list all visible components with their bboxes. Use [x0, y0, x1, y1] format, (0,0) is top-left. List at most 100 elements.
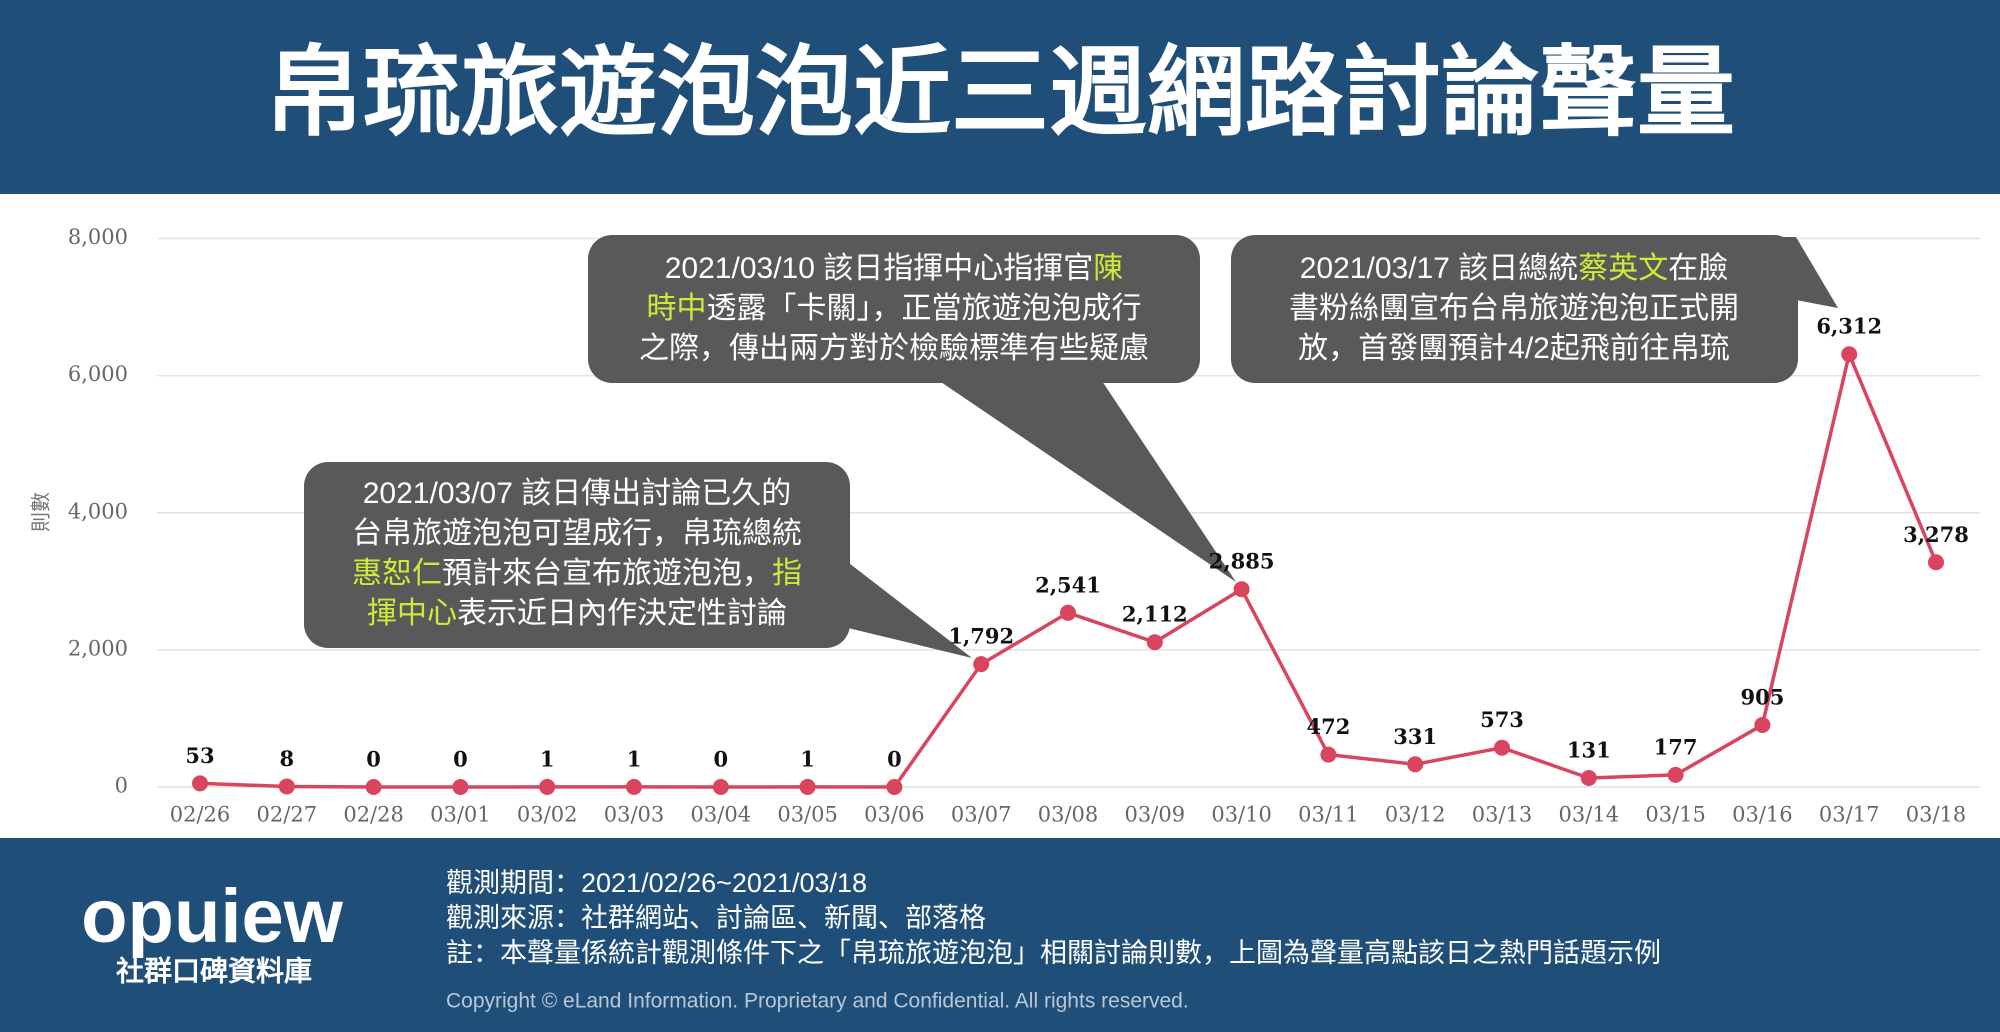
y-tick-label: 4,000: [68, 499, 128, 523]
x-tick-label: 03/18: [1906, 803, 1967, 827]
data-label: 0: [453, 747, 468, 772]
point: [539, 778, 556, 795]
data-label: 472: [1306, 714, 1350, 739]
data-label: 1: [627, 746, 642, 771]
data-label: 331: [1393, 724, 1437, 749]
footer-bg: [0, 838, 2000, 1032]
callout-segment: 惠恕仁: [352, 557, 442, 590]
point: [1928, 554, 1944, 571]
x-tick-label: 02/26: [170, 803, 231, 827]
point: [1233, 581, 1250, 598]
x-tick-label: 03/16: [1732, 803, 1793, 827]
callout-text: 放，首發團預計4/2起飛前往帛琉: [1298, 332, 1730, 365]
header-bg: [0, 0, 2000, 194]
x-tick-label: 03/05: [777, 803, 838, 827]
y-tick-label: 8,000: [68, 225, 128, 249]
title: 帛琉旅遊泡泡近三週網路討論聲量: [265, 37, 1735, 147]
callout-tail: [935, 378, 1236, 582]
y-tick-label: 6,000: [68, 362, 128, 386]
footer-note: 註：本聲量係統計觀測條件下之「帛琉旅遊泡泡」相關討論則數，上圖為聲量高點該日之熱…: [446, 938, 1661, 968]
callout-text: 台帛旅遊泡泡可望成行，帛琉總統: [352, 517, 802, 550]
data-label: 2,885: [1209, 549, 1275, 574]
x-tick-label: 03/04: [691, 803, 752, 827]
x-tick-label: 03/02: [517, 803, 578, 827]
data-label: 0: [713, 747, 728, 772]
x-tick-label: 03/11: [1298, 803, 1359, 827]
callout-segment: 指: [772, 557, 802, 590]
x-tick-label: 03/14: [1559, 803, 1620, 827]
data-label: 573: [1480, 707, 1524, 732]
point: [1060, 604, 1076, 621]
y-axis-label: 則數: [29, 492, 52, 532]
callout-text: 書粉絲團宣布台帛旅遊泡泡正式開: [1289, 292, 1739, 325]
point: [1580, 770, 1597, 787]
callouts: 2021/03/10 該日指揮中心指揮官陳時中透露「卡關」，正當旅遊泡泡成行之際…: [304, 235, 1838, 658]
callout-segment: 時中: [647, 292, 707, 325]
point: [973, 656, 990, 673]
callout-text: 揮中心表示近日內作決定性討論: [367, 597, 787, 630]
point: [278, 778, 295, 795]
data-label: 8: [279, 746, 294, 771]
point: [452, 779, 469, 795]
x-tick-label: 03/10: [1211, 803, 1272, 827]
callout-segment: 2021/03/10 該日指揮中心指揮官: [665, 252, 1093, 285]
callout-text: 時中透露「卡關」，正當旅遊泡泡成行: [647, 292, 1142, 325]
x-tick-label: 02/28: [343, 803, 404, 827]
x-tick-label: 03/06: [864, 803, 925, 827]
point: [799, 778, 816, 795]
data-label: 6,312: [1816, 314, 1882, 339]
point: [1494, 739, 1510, 756]
point: [1841, 346, 1858, 363]
callout-text: 2021/03/17 該日總統蔡英文在臉: [1300, 252, 1728, 285]
point: [1407, 756, 1424, 773]
x-tick-label: 03/12: [1385, 803, 1446, 827]
callout-segment: 2021/03/17 該日總統: [1300, 252, 1578, 285]
callout-segment: 台帛旅遊泡泡可望成行，帛琉總統: [352, 517, 802, 550]
callout-segment: 蔡英文: [1578, 252, 1668, 285]
callout-box: [1231, 235, 1798, 383]
x-tick-label: 03/13: [1472, 803, 1533, 827]
callout-segment: 陳: [1093, 252, 1123, 285]
data-label: 905: [1740, 684, 1784, 709]
callout-segment: 揮中心: [367, 597, 457, 630]
x-tick-label: 03/09: [1125, 803, 1186, 827]
callout-box: [304, 462, 850, 648]
x-tick-label: 03/07: [951, 803, 1012, 827]
callout-box: [588, 235, 1200, 383]
point: [1146, 634, 1163, 651]
callout-text: 2021/03/07 該日傳出討論已久的: [363, 477, 791, 510]
x-tick-label: 03/01: [430, 803, 491, 827]
callout-segment: 放，首發團預計4/2起飛前往帛琉: [1298, 332, 1730, 365]
callout-segment: 2021/03/07 該日傳出討論已久的: [363, 477, 791, 510]
data-label: 53: [185, 743, 214, 768]
logo-subtitle: 社群口碑資料庫: [116, 955, 312, 986]
callout-text: 之際，傳出兩方對於檢驗標準有些疑慮: [639, 332, 1149, 365]
data-label: 131: [1567, 738, 1611, 763]
point: [1667, 766, 1684, 783]
data-label: 1,792: [948, 624, 1014, 649]
callout-segment: 透露「卡關」，正當旅遊泡泡成行: [707, 292, 1142, 325]
x-tick-label: 02/27: [257, 803, 318, 827]
x-tick-label: 03/17: [1819, 803, 1880, 827]
x-tick-label: 03/03: [604, 803, 665, 827]
callout-text: 惠恕仁預計來台宣布旅遊泡泡，指: [352, 557, 802, 590]
copyright: Copyright © eLand Information. Proprieta…: [446, 990, 1189, 1013]
callout-segment: 在臉: [1668, 252, 1728, 285]
data-label: 3,278: [1903, 522, 1969, 547]
x-tick-label: 03/15: [1645, 803, 1706, 827]
data-label: 177: [1654, 734, 1698, 759]
callout-segment: 預計來台宣布旅遊泡泡，: [442, 557, 772, 590]
point: [192, 775, 208, 792]
logo: opuiew: [81, 874, 344, 959]
point: [1320, 746, 1337, 763]
data-label: 1: [800, 746, 815, 771]
data-label: 0: [366, 747, 381, 772]
footer-note: 觀測期間：2021/02/26~2021/03/18: [446, 868, 867, 898]
y-tick-label: 2,000: [68, 636, 128, 660]
footer-note: 觀測來源：社群網站、討論區、新聞、部落格: [446, 903, 986, 933]
callout-tail: [845, 560, 972, 658]
point: [626, 778, 642, 795]
callout-segment: 之際，傳出兩方對於檢驗標準有些疑慮: [639, 332, 1149, 365]
